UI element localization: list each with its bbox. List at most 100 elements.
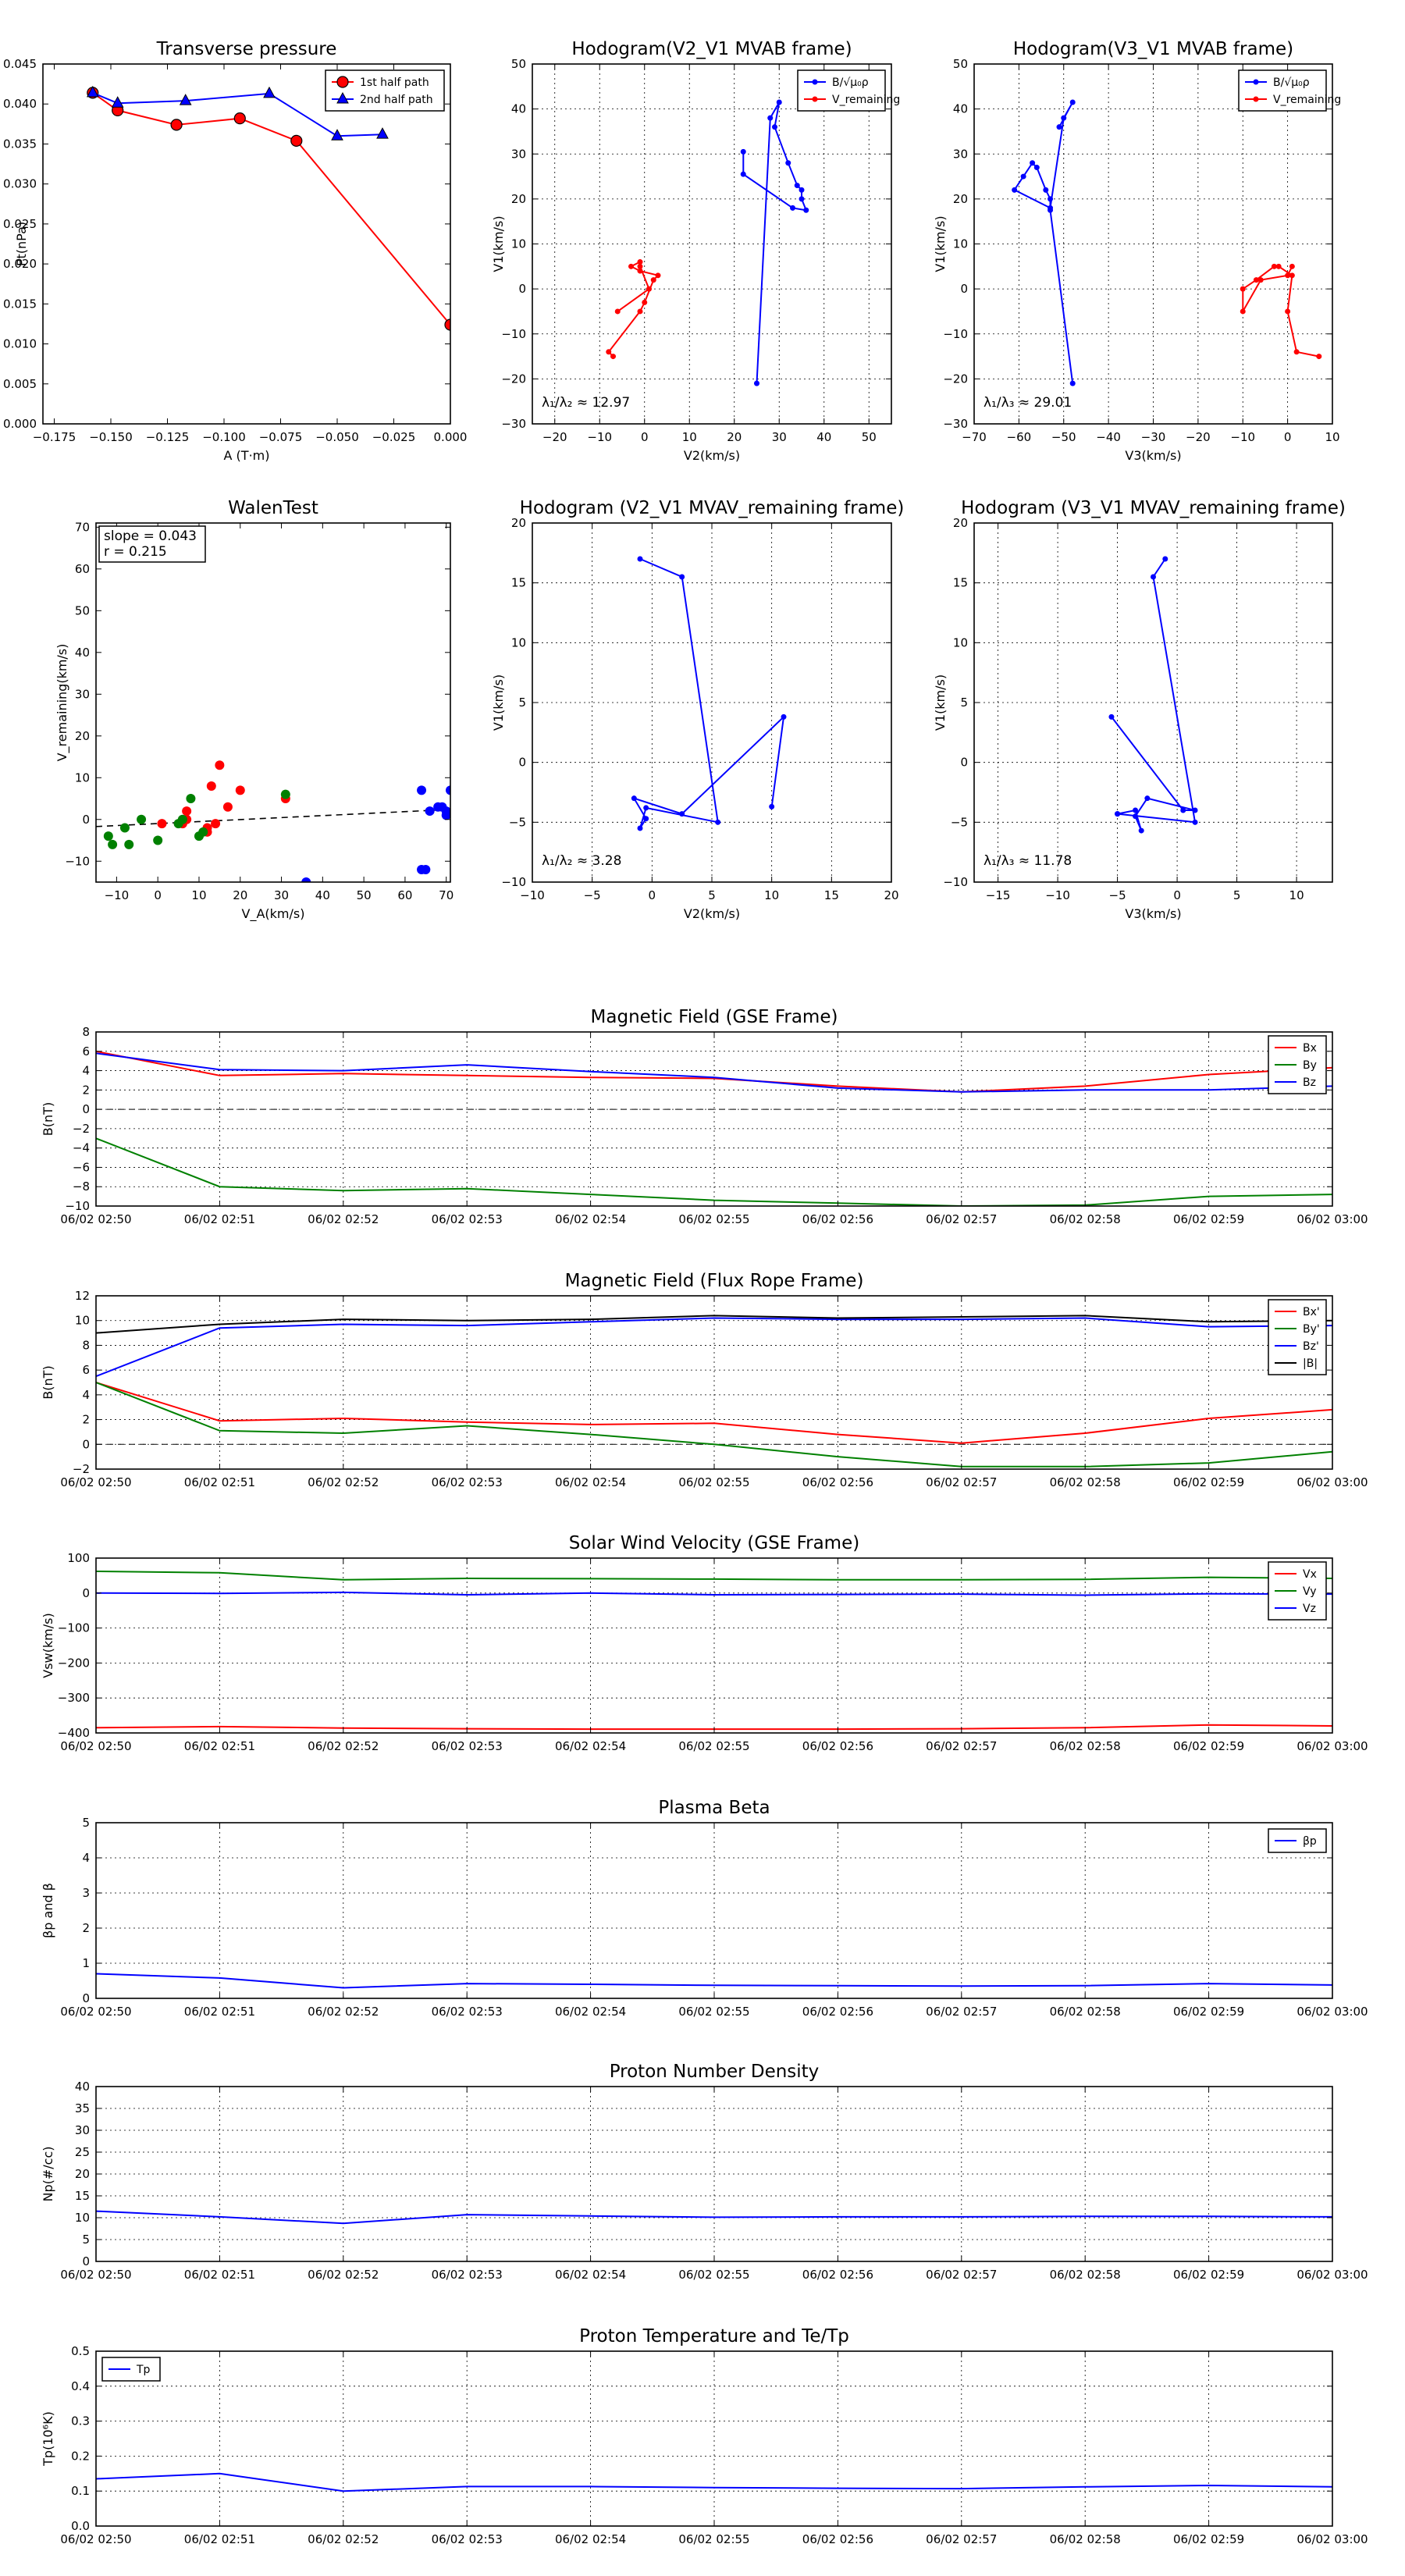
x-tick-label: 06/02 02:50 — [60, 2532, 131, 2546]
data-point — [1285, 272, 1291, 279]
x-tick-label: 06/02 02:56 — [802, 2268, 873, 2282]
x-tick-label: 0 — [1173, 888, 1181, 902]
legend-label: Vx — [1303, 1568, 1317, 1581]
y-tick-label: 0.010 — [3, 337, 37, 351]
y-tick-label: 4 — [82, 1388, 90, 1402]
series-line — [92, 91, 383, 137]
data-point — [637, 268, 643, 274]
y-tick-label: 0 — [960, 756, 968, 770]
chart-title: Plasma Beta — [658, 1798, 770, 1818]
y-axis-label: Vsw(km/s) — [41, 1613, 55, 1678]
legend-label: |B| — [1303, 1357, 1318, 1370]
series-line — [96, 2472, 1332, 2492]
data-point — [1043, 187, 1049, 193]
x-tick-label: 06/02 02:59 — [1173, 2005, 1244, 2019]
x-tick-label: 06/02 02:55 — [678, 1212, 749, 1226]
x-tick-label: 0 — [1284, 430, 1292, 444]
x-tick-label: 06/02 02:54 — [555, 2532, 626, 2546]
data-point — [1151, 574, 1156, 580]
x-tick-label: 10 — [1289, 888, 1304, 902]
data-point — [1253, 277, 1259, 283]
y-tick-label: 15 — [953, 576, 968, 590]
y-tick-label: −4 — [73, 1141, 90, 1155]
y-axis-label: βp and β — [41, 1883, 55, 1938]
data-point — [781, 713, 787, 720]
y-tick-label: −30 — [501, 417, 526, 431]
data-point — [280, 789, 290, 799]
data-point — [446, 785, 450, 795]
y-tick-label: −5 — [509, 815, 526, 829]
x-tick-label: 06/02 02:57 — [926, 2532, 997, 2546]
chart-title: Solar Wind Velocity (GSE Frame) — [569, 1533, 859, 1553]
x-tick-label: 06/02 02:53 — [432, 1212, 503, 1226]
data-point — [1240, 286, 1246, 292]
y-tick-label: 40 — [953, 102, 968, 116]
data-point — [198, 827, 208, 837]
data-point — [637, 308, 643, 315]
y-tick-label: −400 — [58, 1726, 90, 1740]
data-point — [177, 814, 187, 824]
y-tick-label: 20 — [75, 729, 90, 743]
x-tick-label: −20 — [1186, 430, 1211, 444]
x-tick-label: −70 — [962, 430, 987, 444]
chart-magnetic-field-flux-rope: 06/02 02:50 06/02 02:51 06/02 02:52 06/02 0… — [41, 1271, 1368, 1489]
data-point — [376, 127, 389, 139]
x-tick-label: 06/02 02:54 — [555, 1739, 626, 1753]
x-tick-label: 06/02 02:58 — [1050, 2005, 1121, 2019]
x-tick-label: −15 — [986, 888, 1011, 902]
plot-frame — [95, 1557, 1333, 1734]
y-tick-label: 30 — [75, 2123, 90, 2137]
chart-solar-wind-velocity: 06/02 02:50 06/02 02:51 06/02 02:52 06/02 0… — [41, 1533, 1368, 1753]
x-tick-label: −0.075 — [259, 430, 303, 444]
y-tick-label: 20 — [953, 192, 968, 206]
data-point — [1162, 556, 1168, 562]
data-point — [215, 760, 225, 770]
data-point — [235, 785, 245, 795]
data-point — [108, 839, 118, 849]
x-tick-label: 06/02 02:52 — [308, 2532, 379, 2546]
data-point — [790, 205, 795, 211]
x-tick-label: 06/02 02:52 — [308, 1212, 379, 1226]
data-point — [785, 160, 791, 166]
legend-label: B/√μ₀ρ — [1273, 76, 1310, 89]
data-point — [444, 318, 450, 331]
data-point — [1257, 277, 1264, 283]
series-line — [96, 1973, 1332, 1989]
data-point — [1138, 827, 1144, 834]
legend: Vx Vy Vz — [1268, 1561, 1327, 1621]
data-point — [1293, 349, 1300, 355]
x-tick-label: 60 — [397, 888, 412, 902]
y-tick-label: 0.4 — [71, 2379, 90, 2393]
legend-box — [797, 69, 886, 112]
data-point — [1069, 99, 1076, 105]
x-tick-label: 06/02 03:00 — [1297, 1739, 1368, 1753]
x-tick-label: −0.125 — [146, 430, 190, 444]
chart-hodogram-v3v1-mvab: −70 −60 −50 −40 −30 −20 −10 0 10 −30 −20 −10 0 10 20 30… — [933, 39, 1341, 463]
x-tick-label: 06/02 02:59 — [1173, 1475, 1244, 1489]
data-point — [646, 286, 652, 292]
y-tick-label: 60 — [75, 562, 90, 576]
y-tick-label: 0.3 — [71, 2414, 90, 2428]
x-tick-label: 0 — [641, 430, 649, 444]
data-point — [799, 196, 805, 202]
x-tick-label: 30 — [772, 430, 787, 444]
y-tick-label: 100 — [67, 1551, 90, 1565]
x-tick-label: 20 — [233, 888, 247, 902]
ratio-annotation: λ₁/λ₂ ≈ 3.28 — [542, 853, 621, 869]
x-tick-label: 06/02 02:55 — [678, 2268, 749, 2282]
x-tick-label: 06/02 02:56 — [802, 1212, 873, 1226]
data-point — [637, 556, 643, 562]
y-tick-label: 4 — [82, 1064, 90, 1078]
data-point — [153, 835, 163, 845]
data-point — [631, 795, 637, 802]
x-tick-label: −0.025 — [372, 430, 416, 444]
legend-label: Bz — [1303, 1076, 1316, 1089]
x-tick-label: 06/02 02:58 — [1050, 2268, 1121, 2282]
series-line — [96, 1382, 1332, 1444]
y-tick-label: 10 — [75, 1314, 90, 1328]
x-tick-label: 40 — [315, 888, 330, 902]
y-tick-label: 5 — [960, 696, 968, 710]
x-tick-label: −10 — [520, 888, 545, 902]
y-tick-label: 0 — [82, 2254, 90, 2268]
series-line — [96, 2210, 1332, 2225]
